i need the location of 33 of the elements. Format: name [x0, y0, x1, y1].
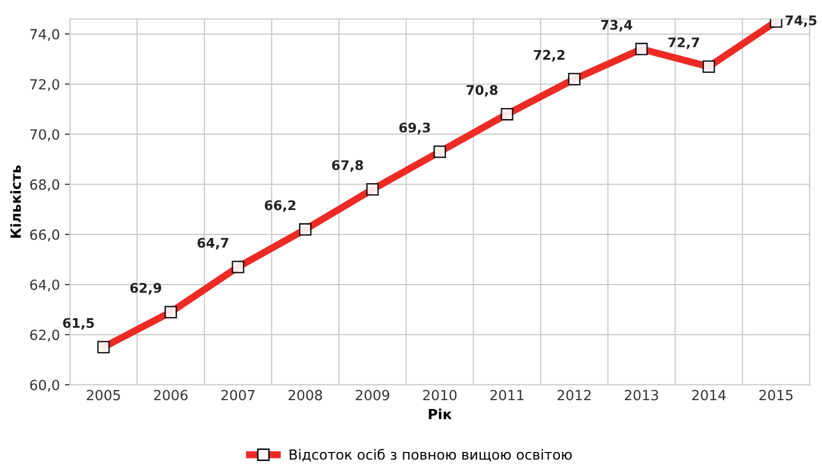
y-tick-label: 68,0 [30, 179, 60, 192]
data-label: 72,7 [668, 37, 700, 50]
y-tick-label: 70,0 [30, 129, 60, 142]
data-label: 62,9 [130, 282, 162, 295]
data-label: 73,4 [601, 20, 632, 32]
data-label: 67,8 [332, 160, 363, 172]
legend-label: Відсоток осіб з повною вищою освітою [290, 448, 572, 462]
data-label: 64,7 [198, 238, 228, 250]
data-label: 74,5 [786, 16, 816, 28]
x-tick-label: 2014 [692, 390, 726, 400]
data-label: 70,8 [466, 84, 498, 97]
y-tick-label: 62,0 [30, 330, 60, 342]
x-tick-label: 2009 [356, 390, 390, 400]
y-tick-label: 60,0 [30, 380, 60, 392]
x-tick-label: 2007 [221, 390, 254, 400]
data-label: 72,2 [534, 50, 564, 62]
y-tick-label: 72,0 [30, 79, 60, 92]
x-tick-label: 2006 [154, 390, 188, 400]
x-tick-label: 2013 [624, 390, 658, 400]
y-tick-label: 66,0 [30, 229, 60, 242]
x-tick-label: 2005 [86, 390, 120, 400]
data-label: 66,2 [264, 200, 296, 212]
y-axis-title: Кількість [10, 165, 21, 238]
x-tick-label: 2010 [423, 390, 457, 400]
y-tick-label: 74,0 [30, 29, 60, 41]
x-tick-label: 2015 [759, 390, 792, 400]
data-label: 69,3 [399, 122, 430, 134]
y-tick-label: 64,0 [30, 280, 60, 292]
x-tick-label: 2012 [558, 390, 591, 400]
x-tick-label: 2008 [288, 390, 322, 400]
data-label: 61,5 [63, 318, 94, 330]
x-tick-label: 2011 [490, 390, 524, 400]
x-axis-title: Рік [428, 408, 452, 420]
